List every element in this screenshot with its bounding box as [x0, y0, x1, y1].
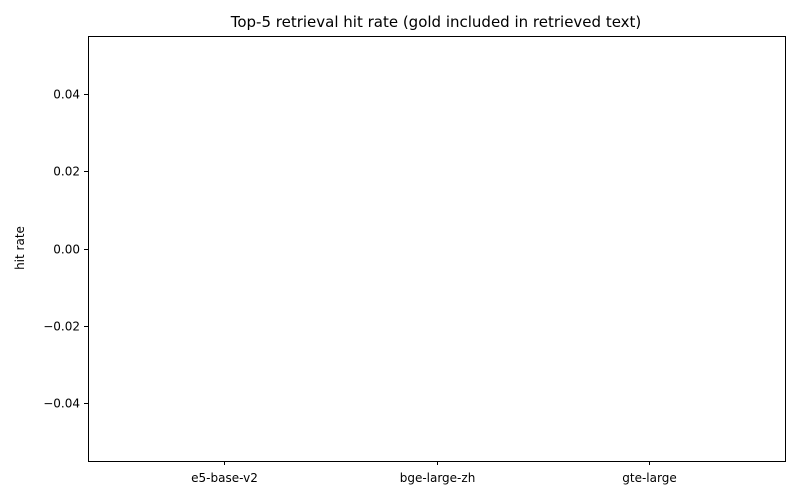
y-tick-label: −0.04	[43, 397, 80, 411]
x-tick-label: bge-large-zh	[400, 471, 476, 485]
y-axis-ticks: −0.04 −0.02 0.00 0.02 0.04	[43, 88, 88, 411]
chart-title: Top-5 retrieval hit rate (gold included …	[230, 13, 642, 31]
plot-area-frame	[88, 36, 786, 462]
x-tick-label: gte-large	[622, 471, 676, 485]
y-tick-label: −0.02	[43, 320, 80, 334]
x-axis-ticks: e5-base-v2 bge-large-zh gte-large	[191, 461, 677, 485]
y-tick-label: 0.00	[53, 243, 80, 257]
y-tick-label: 0.04	[53, 88, 80, 102]
y-axis-label: hit rate	[13, 226, 27, 270]
x-tick-label: e5-base-v2	[191, 471, 258, 485]
y-tick-label: 0.02	[53, 165, 80, 179]
